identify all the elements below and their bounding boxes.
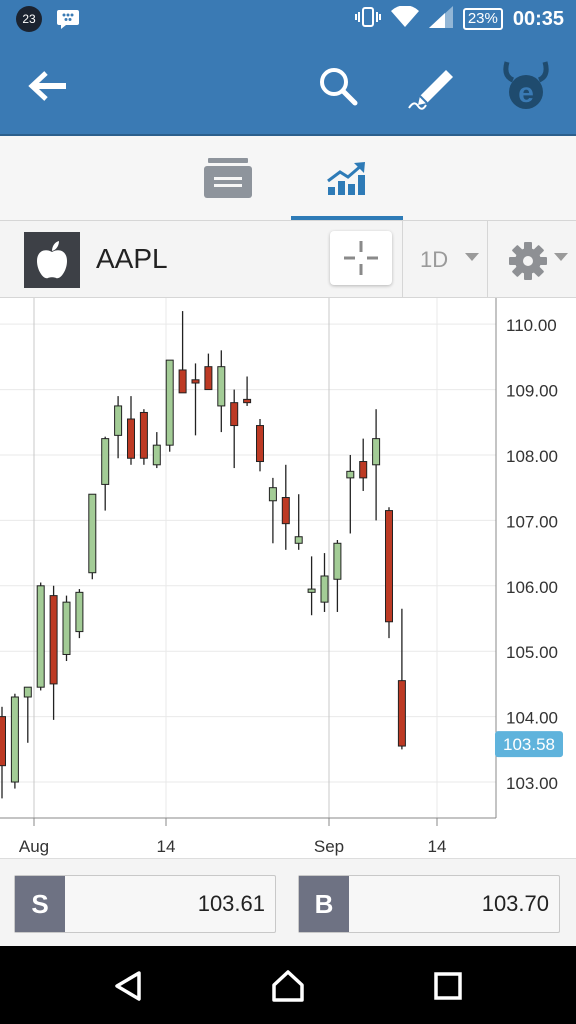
current-price-label: 103.58	[503, 735, 555, 754]
wifi-icon	[390, 4, 419, 33]
card-icon	[204, 158, 252, 198]
candle-body	[10, 696, 19, 783]
y-tick-label: 107.00	[506, 512, 558, 531]
crosshair-button[interactable]	[330, 231, 392, 285]
candle-body	[101, 438, 110, 485]
sell-button[interactable]: S 103.61	[14, 875, 276, 933]
candle-body	[346, 470, 355, 479]
back-triangle-icon[interactable]	[108, 966, 148, 1006]
y-tick-label: 103.00	[506, 774, 558, 793]
candle-body	[127, 418, 135, 459]
status-bar: 23 23% 00:35	[0, 0, 576, 38]
candle-body	[88, 493, 97, 574]
notification-count-badge: 23	[16, 6, 42, 32]
candle-body	[243, 398, 252, 404]
signal-icon	[428, 5, 453, 33]
buy-button[interactable]: B 103.70	[298, 875, 560, 933]
candle-body	[294, 536, 303, 544]
candlestick-chart[interactable]: 110.00 109.00 108.00 107.00 106.00 105.00 104.…	[0, 298, 576, 858]
tab-bar	[0, 136, 576, 221]
candle-body	[333, 542, 342, 580]
candle-body	[230, 402, 239, 427]
candle-body	[385, 510, 393, 623]
sell-label: S	[15, 876, 65, 932]
candle-body	[372, 438, 381, 466]
y-tick-label: 104.00	[506, 709, 558, 728]
y-tick-label: 106.00	[506, 578, 558, 597]
candle-body	[36, 585, 45, 688]
chart-trend-icon	[327, 162, 365, 195]
candle-body	[165, 359, 174, 446]
buy-price: 103.70	[481, 891, 549, 916]
home-icon[interactable]	[268, 966, 308, 1006]
buy-label: B	[299, 876, 349, 932]
etoro-logo-icon[interactable]: e	[498, 58, 554, 114]
app-bar: e	[0, 38, 576, 136]
instrument-symbol: AAPL	[96, 243, 168, 274]
candle-body	[256, 425, 264, 463]
instrument-header: AAPL 1D	[0, 221, 576, 298]
candle-body	[114, 405, 123, 436]
candle-body	[23, 686, 32, 698]
price-chart[interactable]: 110.00 109.00 108.00 107.00 106.00 105.00 104.…	[0, 298, 576, 858]
period-selector[interactable]: 1D	[420, 247, 449, 272]
x-tick-label: Sep	[314, 837, 344, 856]
apple-icon	[24, 232, 80, 288]
candle-body	[139, 411, 148, 459]
back-arrow-icon[interactable]	[20, 58, 76, 114]
divider	[402, 221, 403, 297]
x-tick-label: Aug	[19, 837, 49, 856]
trade-bar: S 103.61 B 103.70	[0, 858, 576, 947]
current-price-tag	[495, 731, 563, 758]
divider	[487, 221, 488, 297]
edit-pencil-icon[interactable]	[404, 58, 460, 114]
candle-body	[217, 366, 226, 407]
candle-body	[75, 591, 84, 633]
candle-body	[49, 595, 58, 685]
candle-body	[191, 379, 200, 384]
candle-body	[0, 716, 6, 767]
candle-body	[152, 444, 161, 466]
clock: 00:35	[512, 7, 564, 30]
candle-body	[281, 496, 290, 525]
y-tick-label: 110.00	[506, 316, 557, 335]
y-tick-label: 105.00	[506, 643, 558, 662]
candle-body	[320, 575, 329, 603]
recents-icon[interactable]	[428, 966, 468, 1006]
x-tick-label: 14	[428, 837, 447, 856]
tab-chart[interactable]	[291, 136, 403, 220]
tab-overview[interactable]	[172, 136, 284, 220]
vibrate-icon	[354, 6, 381, 33]
y-tick-label: 109.00	[506, 382, 558, 401]
gear-icon[interactable]	[508, 241, 548, 286]
crosshair-icon	[344, 241, 378, 275]
search-icon[interactable]	[310, 58, 366, 114]
sell-price: 103.61	[197, 891, 265, 916]
chevron-down-icon	[554, 253, 568, 261]
candle-body	[397, 680, 406, 747]
chevron-down-icon	[465, 253, 479, 261]
candle-body	[204, 366, 213, 391]
svg-text:e: e	[518, 77, 534, 108]
candle-body	[268, 487, 277, 502]
bbm-icon	[56, 9, 80, 34]
x-tick-label: 14	[157, 837, 176, 856]
battery-indicator: 23%	[462, 8, 503, 30]
candle-body	[178, 369, 187, 394]
y-tick-label: 108.00	[506, 447, 558, 466]
candle-body	[359, 461, 368, 479]
active-tab-indicator	[291, 216, 403, 220]
candle-body	[307, 588, 316, 593]
candle-body	[62, 601, 71, 655]
navigation-bar	[0, 946, 576, 1024]
